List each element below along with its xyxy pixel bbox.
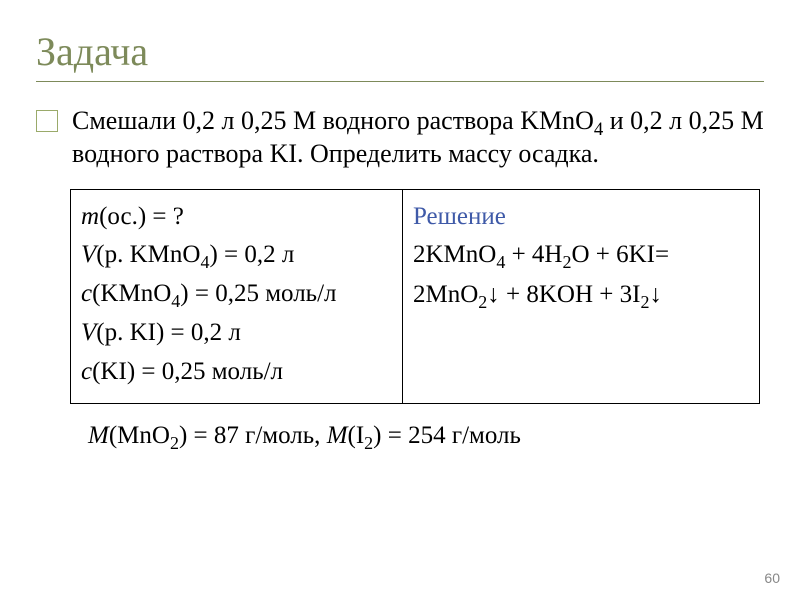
given-m: m(ос.) = ? — [81, 198, 392, 237]
solution-heading: Решение — [413, 198, 749, 237]
equation-line-1: 2KMnO4 + 4H2O + 6KI= — [413, 236, 749, 275]
given-cell: m(ос.) = ? V(р. KMnO4) = 0,2 л c(KMnO4) … — [71, 189, 403, 404]
given-ckmno4: c(KMnO4) = 0,25 моль/л — [81, 275, 392, 314]
solution-cell: Решение 2KMnO4 + 4H2O + 6KI= 2MnO2↓ + 8K… — [402, 189, 759, 404]
given-vkmno4: V(р. KMnO4) = 0,2 л — [81, 236, 392, 275]
problem-row: Смешали 0,2 л 0,25 М водного раствора KM… — [36, 104, 764, 171]
given-vki: V(р. KI) = 0,2 л — [81, 314, 392, 353]
title-underline — [36, 81, 764, 82]
slide-title: Задача — [36, 28, 764, 75]
equation-line-2: 2MnO2↓ + 8KOH + 3I2↓ — [413, 275, 749, 315]
molar-masses: M(MnO2) = 87 г/моль, M(I2) = 254 г/моль — [88, 422, 764, 450]
solution-table: m(ос.) = ? V(р. KMnO4) = 0,2 л c(KMnO4) … — [70, 189, 760, 405]
slide: Задача Смешали 0,2 л 0,25 М водного раст… — [0, 0, 800, 600]
given-cki: c(KI) = 0,25 моль/л — [81, 353, 392, 392]
page-number: 60 — [764, 570, 780, 586]
problem-text: Смешали 0,2 л 0,25 М водного раствора KM… — [72, 104, 764, 171]
bullet-icon — [36, 110, 58, 132]
